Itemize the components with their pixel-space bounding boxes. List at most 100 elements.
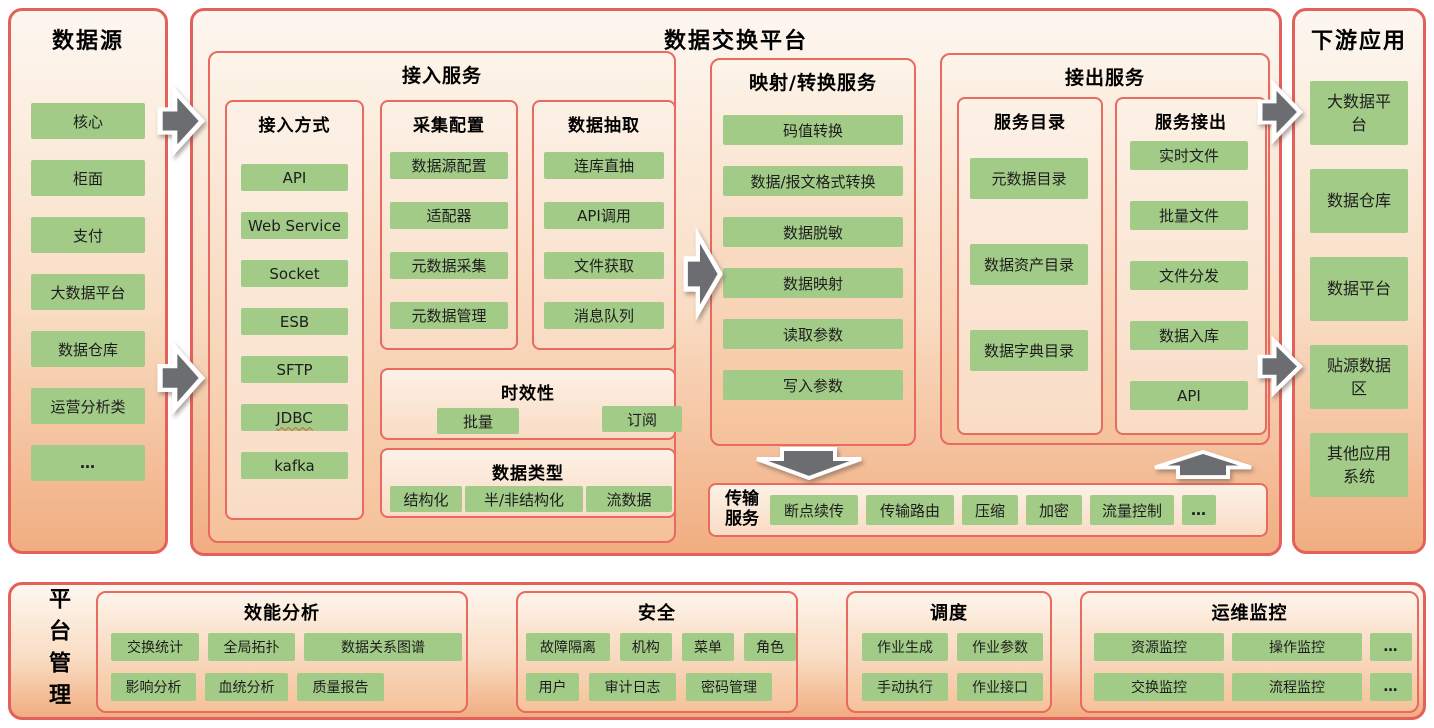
access-service-section: 接入服务 接入方式 API Web Service Socket ESB SFT… [208, 51, 682, 543]
mapping-service-section: 映射/转换服务 码值转换 数据/报文格式转换 数据脱敏 数据映射 读取参数 写入… [710, 58, 916, 446]
platform-title: 数据交换平台 [663, 29, 808, 54]
data-extract-box: 数据抽取 连库直抽 API调用 文件获取 消息队列 [532, 100, 676, 350]
downstream-panel: 下游应用 大数据平台 数据仓库 数据平台 贴源数据区 其他应用系统 [1292, 8, 1426, 554]
transport-item: 传输路由 [866, 495, 954, 525]
access-service-title: 接入服务 [401, 65, 482, 87]
schedule-item: 作业参数 [957, 633, 1043, 661]
flow-arrow-right-icon [157, 84, 206, 158]
exchange-platform-panel: 数据交换平台 接入服务 接入方式 API Web Service Socket … [190, 8, 1282, 556]
catalog-item: 数据字典目录 [970, 330, 1088, 371]
efficiency-item: 交换统计 [111, 633, 199, 661]
mapping-item: 码值转换 [723, 115, 903, 145]
data-extract-item: 连库直抽 [544, 152, 664, 179]
flow-arrow-right-icon [1257, 79, 1304, 145]
transport-item: 加密 [1026, 495, 1082, 525]
security-row: 故障隔离 机构 菜单 角色 [518, 633, 796, 661]
collect-config-title: 采集配置 [413, 116, 485, 136]
mapping-item: 数据/报文格式转换 [723, 166, 903, 196]
transport-service-items: 断点续传 传输路由 压缩 加密 流量控制 … [770, 495, 1216, 525]
access-method-item: Web Service [241, 212, 348, 239]
efficiency-item: 数据关系图谱 [304, 633, 462, 661]
ops-monitor-title: 运维监控 [1211, 603, 1288, 624]
mapping-item: 读取参数 [723, 319, 903, 349]
datatype-item: 结构化 [390, 486, 462, 512]
ops-monitor-item-ellipsis: … [1370, 673, 1412, 701]
ops-monitor-item: 交换监控 [1094, 673, 1224, 701]
access-method-item: JDBC [241, 404, 348, 431]
efficiency-item: 全局拓扑 [208, 633, 295, 661]
datatype-item: 半/非结构化 [465, 486, 583, 512]
datasource-item: 数据仓库 [31, 331, 145, 367]
security-row: 用户 审计日志 密码管理 [518, 673, 796, 701]
mapping-item: 数据脱敏 [723, 217, 903, 247]
efficiency-item: 质量报告 [297, 673, 384, 701]
downstream-items: 大数据平台 数据仓库 数据平台 贴源数据区 其他应用系统 [1310, 81, 1408, 497]
data-extract-item: 消息队列 [544, 302, 664, 329]
service-out-items: 实时文件 批量文件 文件分发 数据入库 API [1130, 141, 1248, 410]
outbound-service-title: 接出服务 [1064, 67, 1145, 89]
efficiency-analysis-box: 效能分析 交换统计 全局拓扑 数据关系图谱 影响分析 血统分析 质量报告 [96, 591, 468, 713]
security-box: 安全 故障隔离 机构 菜单 角色 用户 审计日志 密码管理 [516, 591, 798, 713]
flow-arrow-right-icon [157, 340, 206, 416]
ops-monitor-row: 交换监控 流程监控 … [1082, 673, 1417, 701]
access-method-item: Socket [241, 260, 348, 287]
service-catalog-title: 服务目录 [994, 113, 1066, 133]
timeliness-title: 时效性 [501, 384, 555, 404]
flow-arrow-up-icon [1154, 449, 1252, 479]
data-extract-item: 文件获取 [544, 252, 664, 279]
downstream-item: 其他应用系统 [1310, 433, 1408, 497]
ops-monitor-item-ellipsis: … [1370, 633, 1412, 661]
datasource-panel: 数据源 核心 柜面 支付 大数据平台 数据仓库 运营分析类 … [8, 8, 168, 554]
data-extract-title: 数据抽取 [568, 116, 640, 136]
transport-item: 流量控制 [1090, 495, 1174, 525]
access-methods-box: 接入方式 API Web Service Socket ESB SFTP JDB… [225, 100, 364, 520]
schedule-row: 作业生成 作业参数 [848, 633, 1050, 661]
flow-arrow-right-icon [683, 226, 723, 322]
catalog-item: 数据资产目录 [970, 244, 1088, 285]
schedule-title: 调度 [930, 603, 968, 624]
service-out-item: 实时文件 [1130, 141, 1248, 170]
ops-monitor-item: 流程监控 [1232, 673, 1362, 701]
service-out-box: 服务接出 实时文件 批量文件 文件分发 数据入库 API [1115, 97, 1267, 435]
security-item: 密码管理 [686, 673, 772, 701]
downstream-title: 下游应用 [1310, 29, 1407, 54]
outbound-service-section: 接出服务 服务目录 元数据目录 数据资产目录 数据字典目录 服务接出 实时文件 … [940, 53, 1270, 445]
timeliness-item: 订阅 [602, 406, 682, 432]
platform-management-title: 平台管理 [45, 587, 70, 715]
timeliness-box: 时效性 批量 订阅 [380, 368, 682, 440]
flow-arrow-right-icon [1257, 335, 1304, 398]
flow-arrow-down-icon [756, 447, 862, 481]
security-item: 角色 [744, 633, 796, 661]
mapping-item: 数据映射 [723, 268, 903, 298]
collect-config-item: 元数据管理 [390, 302, 508, 329]
ops-monitor-item: 操作监控 [1232, 633, 1362, 661]
downstream-item: 数据平台 [1310, 257, 1408, 321]
mapping-item: 写入参数 [723, 370, 903, 400]
transport-item: 压缩 [962, 495, 1018, 525]
datatype-items: 结构化 半/非结构化 流数据 [390, 486, 672, 512]
transport-service-strip: 传输服务 断点续传 传输路由 压缩 加密 流量控制 … [708, 483, 1268, 537]
datasource-item: 柜面 [31, 160, 145, 196]
datasource-title: 数据源 [51, 29, 124, 54]
schedule-box: 调度 作业生成 作业参数 手动执行 作业接口 [846, 591, 1052, 713]
access-methods-title: 接入方式 [258, 116, 331, 136]
access-method-item: ESB [241, 308, 348, 335]
downstream-item: 数据仓库 [1310, 169, 1408, 233]
security-item: 审计日志 [589, 673, 676, 701]
datasource-item-ellipsis: … [31, 445, 145, 481]
security-title: 安全 [638, 603, 676, 624]
schedule-item: 作业生成 [862, 633, 948, 661]
timeliness-item: 批量 [437, 408, 519, 434]
data-extract-item: API调用 [544, 202, 664, 229]
platform-management-panel: 平台管理 效能分析 交换统计 全局拓扑 数据关系图谱 影响分析 血统分析 质量报… [8, 582, 1426, 720]
service-out-title: 服务接出 [1155, 113, 1227, 133]
schedule-item: 作业接口 [957, 673, 1043, 701]
service-out-item: 批量文件 [1130, 201, 1248, 230]
schedule-row: 手动执行 作业接口 [848, 673, 1050, 701]
service-out-item: 数据入库 [1130, 321, 1248, 350]
catalog-item: 元数据目录 [970, 158, 1088, 199]
service-catalog-items: 元数据目录 数据资产目录 数据字典目录 [970, 158, 1088, 371]
service-catalog-box: 服务目录 元数据目录 数据资产目录 数据字典目录 [957, 97, 1103, 435]
datasource-item: 大数据平台 [31, 274, 145, 310]
